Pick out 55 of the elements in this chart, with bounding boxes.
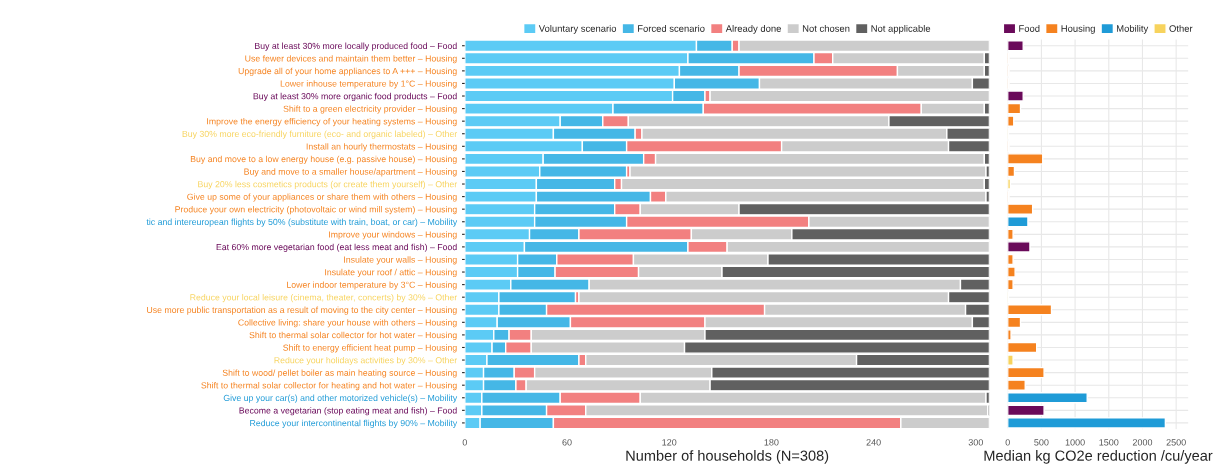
x-tick-label: 180 (764, 439, 779, 446)
y-tick-label: Eat 60% more vegetarian food (eat less meat and fish) – Food (216, 243, 457, 252)
bar (1007, 40, 1024, 52)
y-tick-label: Insulate your walls – Housing (344, 256, 457, 265)
y-tick-label: Produce your own electricity (photovoltaic or wind mill system) – Housing (175, 206, 457, 215)
y-tick-label: Lower inhouse temperature by 1°C – Housing (280, 80, 457, 89)
x-tick-label: 0 (1005, 439, 1010, 446)
legend-label: Not applicable (871, 24, 931, 34)
y-tick-label: Collective living: share your house with others – Housing (238, 319, 457, 328)
x-tick-label: 120 (662, 439, 677, 446)
x-tick-label: 1000 (1065, 439, 1085, 446)
series-label: Food (1019, 24, 1040, 32)
y-tick-label: Buy and move to a smaller house/apartment – Housing (244, 168, 457, 177)
x-tick-label: 2000 (1132, 439, 1153, 446)
x-tick-label: 1500 (1099, 439, 1119, 446)
legend-label: Other (1169, 24, 1193, 32)
y-tick-label: tic and intereuropean flights by 50% (substitute with train, boat, or car) – Mobility (146, 218, 458, 227)
legend-label: Forced scenario (638, 24, 705, 32)
x-tick-label: 300 (968, 439, 983, 446)
y-tick-label: Buy at least 30% more locally produced food – Food (255, 42, 457, 51)
y-tick-label: Shift to energy efficient heat pump – Housing (283, 344, 457, 353)
y-tick-label: Reduce your intercontinental flights by 90% – Mobility (250, 419, 458, 428)
y-tick-label: Shift to thermal solar collector for heating and hot water – Housing (201, 382, 457, 391)
y-tick-label: Buy 30% more eco-friendly furniture (eco- and organic labeled) – Other (182, 130, 458, 139)
x-axis-title: Number of households (N=308) (626, 450, 829, 464)
x-tick-label: 60 (562, 439, 572, 446)
y-tick-label: Give up your car(s) and other motorized vehicle(s) – Mobility (223, 394, 458, 403)
y-tick-label: Improve the energy efficiency of your heating systems – Housing (207, 117, 457, 127)
y-tick-label: Buy and move to a low energy house (e.g. passive house) – Housing (190, 155, 457, 164)
x-tick-label: 0 (462, 439, 467, 446)
y-tick-label: Shift to a green electricity provider – Housing (283, 105, 457, 114)
y-tick-label: Lower indoor temperature by 3°C – Housing (287, 281, 457, 290)
y-tick-label: Buy 20% less cosmetics products (or create them yourself) – Other (198, 180, 458, 190)
y-tick-label: Buy at least 30% more organic food products – Food (253, 92, 457, 101)
y-tick-label: Shift to wood/ pellet boiler as main heating source – Housing (222, 369, 457, 378)
x-tick-label: 2500 (1166, 439, 1186, 446)
x-tick-label: 500 (1034, 439, 1049, 446)
y-tick-label: Upgrade all of your home appliances to A +++ – Housing (238, 67, 457, 76)
x-tick-label: 240 (866, 439, 881, 446)
y-tick-label: Insulate your roof / attic – Housing (325, 268, 457, 278)
legend-label: Housing (1061, 24, 1095, 34)
y-tick-label: Use more public transportation as a result of moving to the city center – Housing (147, 306, 457, 315)
y-tick-label: Install an hourly thermostats – Housing (306, 143, 457, 152)
legend-label: Voluntary scenario (538, 24, 617, 34)
legend-label: Mobility (1116, 24, 1149, 34)
y-tick-label: Use fewer devices and maintain them better – Housing (245, 55, 457, 64)
y-tick-label: Reduce your local leisure (cinema, theater, concerts) by 30% – Other (190, 294, 458, 303)
legend-label: Already done (725, 24, 781, 34)
legend-label: Not chosen (802, 24, 850, 32)
x-axis-title: Median kg CO2e reduction /cu/year (984, 450, 1213, 464)
y-tick-label: Reduce your holidays activities by 30% – Other (274, 356, 458, 366)
y-tick-label: Give up some of your appliances or share them with others – Housing (187, 193, 457, 202)
y-tick-label: Become a vegetarian (stop eating meat and fish) – Food (239, 407, 457, 416)
y-tick-label: Shift to thermal solar collector for hot water – Housing (249, 331, 457, 340)
y-tick-label: Improve your windows – Housing (329, 231, 457, 240)
